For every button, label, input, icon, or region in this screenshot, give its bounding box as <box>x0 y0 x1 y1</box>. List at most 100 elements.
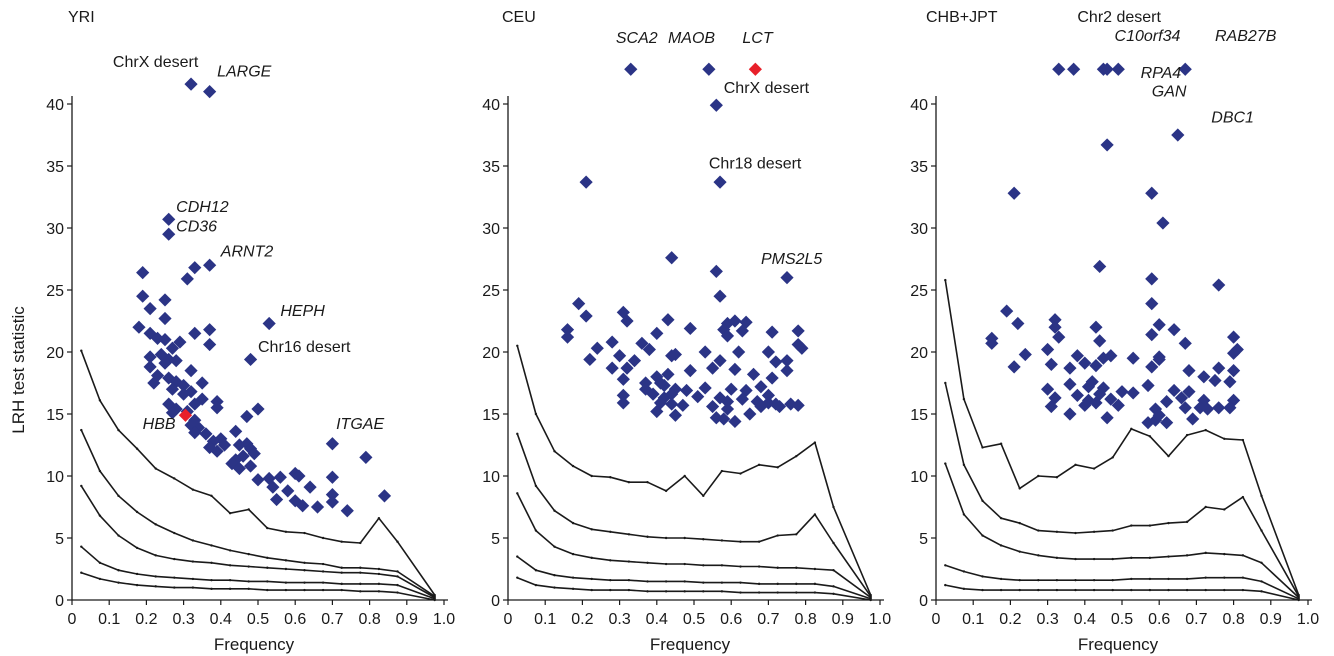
data-point <box>1067 62 1081 76</box>
data-point <box>143 360 157 374</box>
threshold-node <box>340 566 343 569</box>
threshold-node <box>1111 578 1114 582</box>
threshold-node <box>609 530 612 533</box>
data-point <box>1063 407 1077 421</box>
data-point <box>1041 342 1055 357</box>
threshold-node <box>757 540 761 543</box>
threshold-node <box>359 582 362 586</box>
x-tick-label: 0.4 <box>210 611 232 628</box>
threshold-node <box>1055 578 1059 582</box>
threshold-node <box>999 588 1003 592</box>
data-point <box>1044 399 1058 414</box>
threshold-node <box>944 381 947 385</box>
threshold-node <box>1111 456 1114 459</box>
data-point <box>158 333 172 347</box>
annotation: MAOB <box>668 30 715 47</box>
data-point <box>702 62 716 76</box>
threshold-node <box>1241 576 1245 579</box>
threshold-node <box>1037 588 1040 592</box>
data-point <box>1152 352 1166 367</box>
threshold-node <box>135 510 139 514</box>
data-point <box>188 326 202 340</box>
threshold-node <box>303 581 306 584</box>
threshold-node <box>247 508 250 511</box>
threshold-node <box>795 533 798 536</box>
data-point <box>769 355 783 369</box>
threshold-node <box>1241 438 1245 442</box>
threshold-node <box>999 544 1003 547</box>
data-point <box>1160 416 1174 430</box>
data-point <box>184 418 198 432</box>
threshold-node <box>377 572 381 576</box>
y-tick-label: 25 <box>46 283 64 300</box>
threshold-node <box>534 484 538 488</box>
data-point <box>169 402 183 416</box>
data-point <box>340 504 354 518</box>
threshold-node <box>832 585 835 588</box>
threshold-node <box>228 549 232 552</box>
data-point <box>199 427 213 441</box>
data-point <box>713 354 727 368</box>
threshold-node <box>516 344 519 347</box>
threshold-node <box>981 588 984 592</box>
threshold-node <box>303 588 306 592</box>
data-point <box>761 396 775 410</box>
data-point <box>1081 380 1096 394</box>
threshold-node <box>627 588 631 592</box>
annotation: ARNT2 <box>220 244 274 261</box>
data-point <box>709 411 723 425</box>
threshold-node <box>516 492 519 495</box>
data-point <box>203 258 217 272</box>
threshold-node <box>1130 588 1133 592</box>
threshold-node <box>1092 588 1096 592</box>
threshold-node <box>396 575 399 578</box>
data-point <box>1081 393 1096 407</box>
data-point <box>750 395 764 409</box>
threshold-node <box>553 586 556 589</box>
data-point <box>1000 304 1014 318</box>
threshold-node <box>776 591 779 594</box>
threshold-node <box>1167 588 1170 592</box>
threshold-node <box>321 536 325 540</box>
threshold-node <box>702 494 705 498</box>
threshold-node <box>627 560 631 563</box>
data-point <box>232 461 246 476</box>
data-point <box>579 175 593 189</box>
data-point <box>1197 370 1211 384</box>
threshold-node <box>664 489 668 493</box>
y-tick-label: 35 <box>46 159 64 176</box>
x-tick-label: 0 <box>932 611 941 628</box>
threshold-node <box>609 476 612 479</box>
data-point <box>1152 408 1166 422</box>
data-point <box>761 345 775 359</box>
data-point <box>1156 216 1170 230</box>
threshold-node <box>1111 588 1114 592</box>
x-tick-label: 0 <box>504 611 513 628</box>
annotation: Chr18 desert <box>709 155 802 172</box>
threshold-node <box>627 481 631 484</box>
x-tick-label: 0.5 <box>1111 611 1133 628</box>
annotation: ITGAE <box>336 416 384 433</box>
threshold-node <box>795 566 798 569</box>
data-point <box>296 499 310 513</box>
data-point <box>720 402 735 416</box>
data-point <box>225 457 239 471</box>
threshold-node <box>981 575 984 578</box>
threshold-node <box>757 582 761 586</box>
data-point <box>1089 359 1103 373</box>
threshold-node <box>210 494 213 498</box>
threshold-node <box>739 472 742 475</box>
x-tick-label: 0 <box>68 611 77 628</box>
data-point <box>646 387 660 401</box>
data-point <box>210 401 224 415</box>
data-point <box>1167 323 1181 337</box>
data-point <box>1223 401 1237 415</box>
threshold-line-1 <box>516 433 872 597</box>
x-tick-label: 0.8 <box>1222 611 1244 628</box>
data-point <box>1167 383 1181 398</box>
x-tick-label: 0.9 <box>832 611 854 628</box>
data-point <box>262 316 276 331</box>
annotation: ChrX desert <box>724 80 810 97</box>
data-point <box>292 469 306 483</box>
threshold-node <box>210 561 213 564</box>
